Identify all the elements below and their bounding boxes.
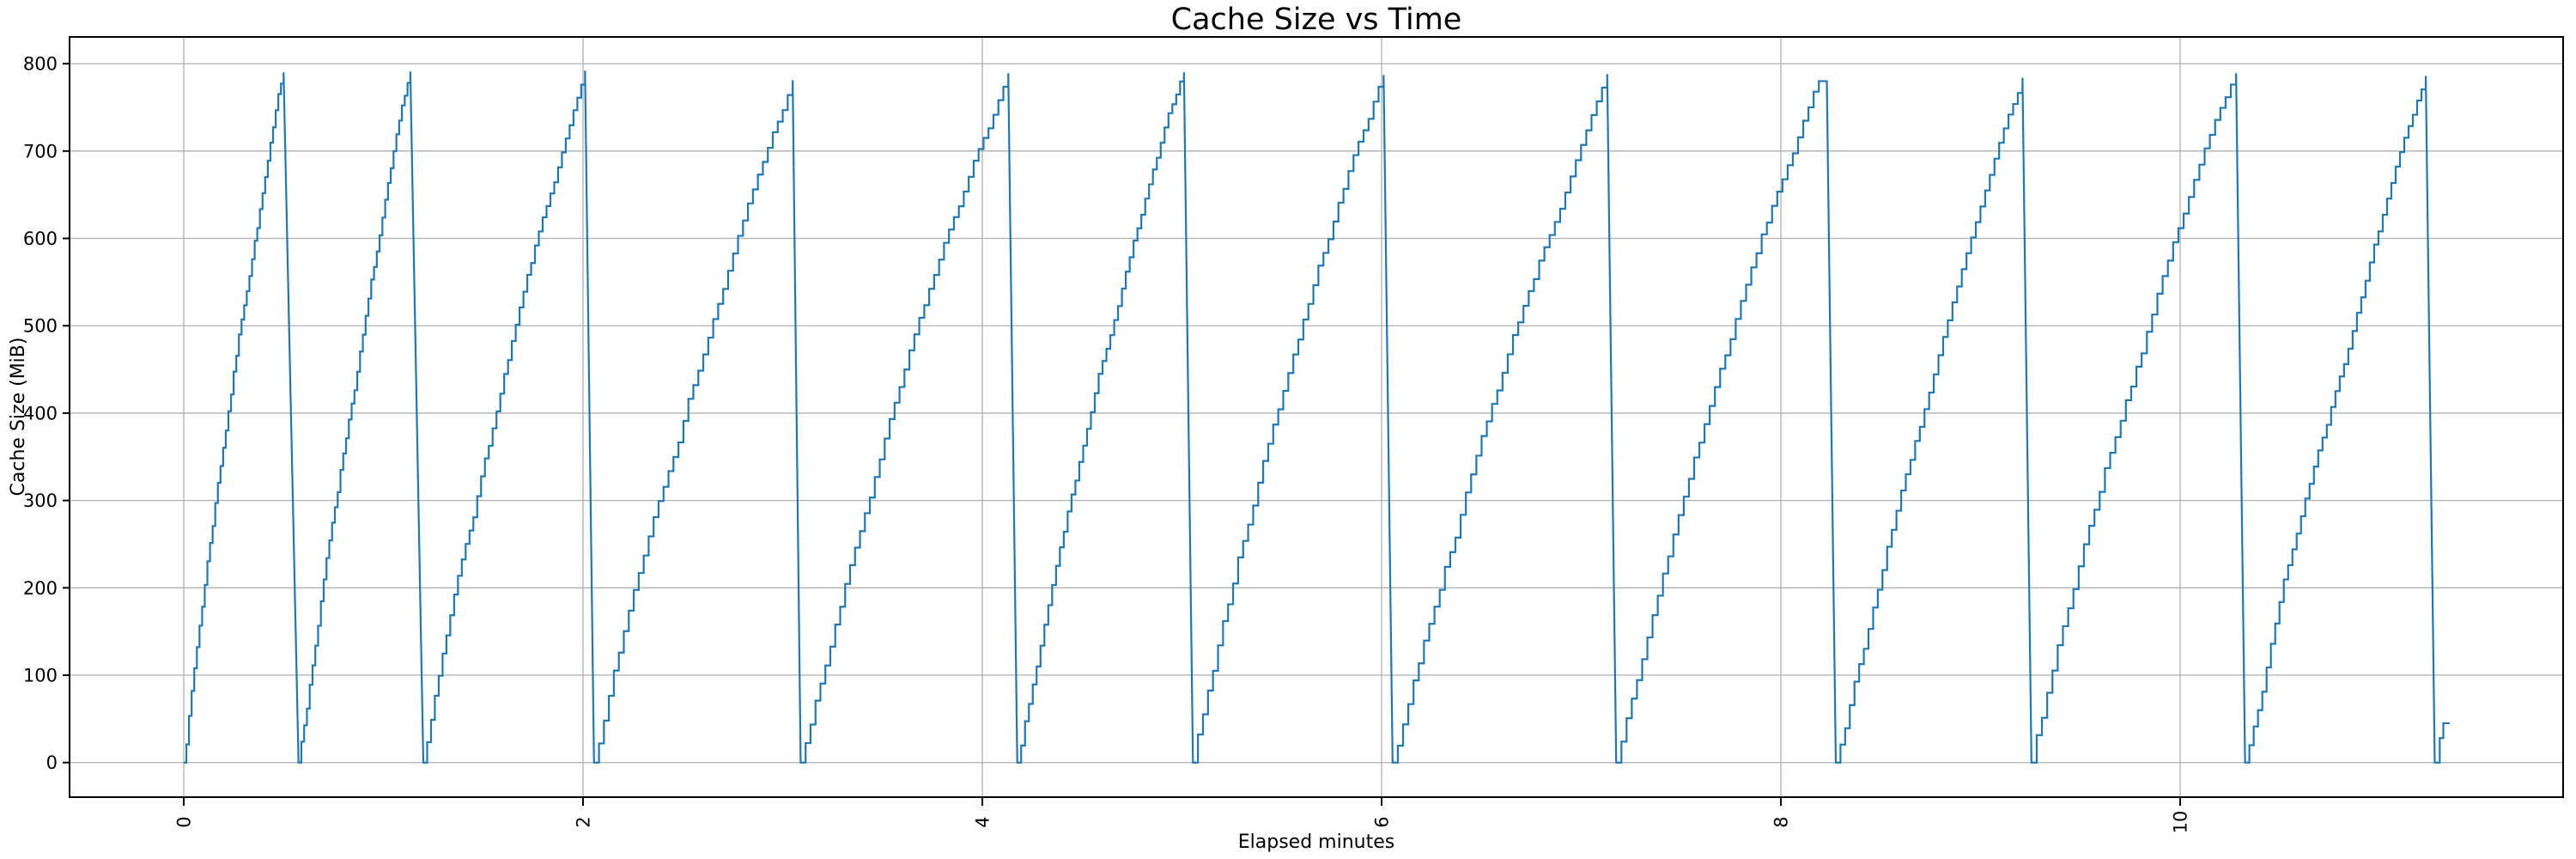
tick-label-y-100: 100 bbox=[23, 666, 58, 686]
tick-label-x-6: 6 bbox=[1372, 816, 1393, 827]
tick-label-y-300: 300 bbox=[23, 490, 58, 511]
chart-title: Cache Size vs Time bbox=[1171, 3, 1462, 37]
tick-layer: 0 100 200 300 400 500 600 700 800 0 2 4 6 8 10 bbox=[23, 54, 2191, 834]
tick-label-x-0: 0 bbox=[173, 816, 194, 827]
x-axis-label: Elapsed minutes bbox=[1238, 832, 1394, 853]
tick-label-x-2: 2 bbox=[574, 816, 594, 827]
tick-label-x-4: 4 bbox=[973, 816, 993, 827]
plot-border bbox=[69, 36, 2564, 798]
grid-layer bbox=[70, 37, 2563, 797]
cache-size-series-line bbox=[183, 70, 2450, 764]
tick-label-y-700: 700 bbox=[23, 141, 58, 161]
series-layer bbox=[183, 70, 2450, 764]
tick-label-y-500: 500 bbox=[23, 316, 58, 337]
tick-label-y-600: 600 bbox=[23, 228, 58, 249]
tick-label-x-10: 10 bbox=[2171, 811, 2191, 834]
tick-label-y-400: 400 bbox=[23, 403, 58, 423]
plot-frame bbox=[69, 36, 2564, 798]
y-axis-label: Cache Size (MiB) bbox=[8, 338, 29, 497]
tick-label-y-200: 200 bbox=[23, 578, 58, 599]
tick-label-x-8: 8 bbox=[1771, 816, 1792, 827]
tick-label-y-800: 800 bbox=[23, 54, 58, 75]
tick-label-y-0: 0 bbox=[46, 752, 58, 773]
